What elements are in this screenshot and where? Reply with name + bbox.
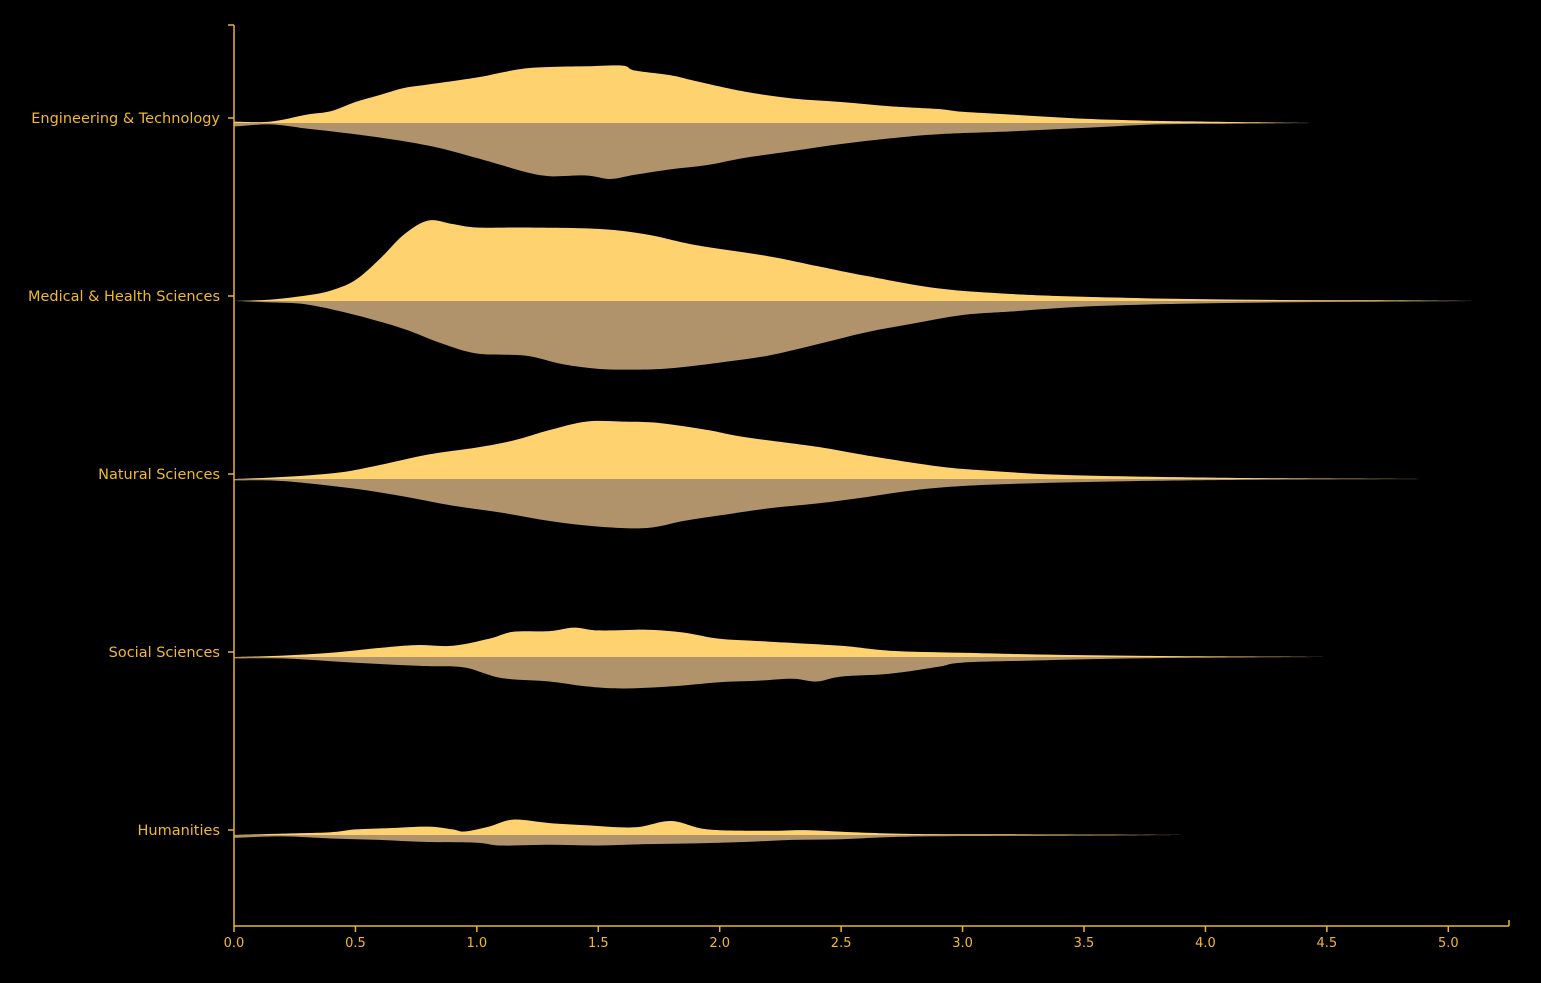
category-label: Engineering & Technology bbox=[31, 111, 220, 127]
violins-layer bbox=[234, 65, 1473, 846]
violin-lower-half bbox=[234, 479, 1437, 529]
violin-2 bbox=[234, 420, 1437, 529]
x-tick-label: 5.0 bbox=[1438, 936, 1459, 951]
x-axis: 0.0 0.5 1.0 1.5 2.0 2.5 3.0 3.5 4.0 4.5 5.0 bbox=[224, 920, 1510, 951]
violin-lower-half bbox=[234, 123, 1315, 180]
category-label: Humanities bbox=[137, 823, 220, 839]
violin-lower-half bbox=[234, 301, 1473, 370]
violin-0 bbox=[234, 65, 1315, 180]
violin-4 bbox=[234, 819, 1182, 846]
x-tick-label: 3.0 bbox=[952, 936, 973, 951]
y-axis: Engineering & Technology Medical & Health… bbox=[28, 24, 235, 926]
violin-upper-half bbox=[234, 220, 1473, 301]
violin-upper-half bbox=[234, 819, 1182, 835]
category-label: Social Sciences bbox=[109, 645, 220, 661]
x-tick-label: 3.5 bbox=[1074, 936, 1095, 951]
x-tick-label: 2.5 bbox=[831, 936, 852, 951]
x-tick-label: 1.5 bbox=[588, 936, 609, 951]
category-label: Natural Sciences bbox=[98, 467, 220, 483]
x-tick-label: 0.0 bbox=[224, 936, 245, 951]
x-tick-label: 1.0 bbox=[467, 936, 488, 951]
violin-upper-half bbox=[234, 627, 1327, 657]
violin-upper-half bbox=[234, 420, 1437, 479]
x-tick-label: 2.0 bbox=[709, 936, 730, 951]
category-label: Medical & Health Sciences bbox=[28, 289, 220, 305]
violin-lower-half bbox=[234, 657, 1327, 689]
x-tick-label: 0.5 bbox=[345, 936, 366, 951]
violin-1 bbox=[234, 220, 1473, 370]
x-tick-label: 4.5 bbox=[1317, 936, 1338, 951]
violin-lower-half bbox=[234, 835, 1182, 846]
x-tick-label: 4.0 bbox=[1195, 936, 1216, 951]
violin-upper-half bbox=[234, 65, 1315, 123]
violin-3 bbox=[234, 627, 1327, 689]
